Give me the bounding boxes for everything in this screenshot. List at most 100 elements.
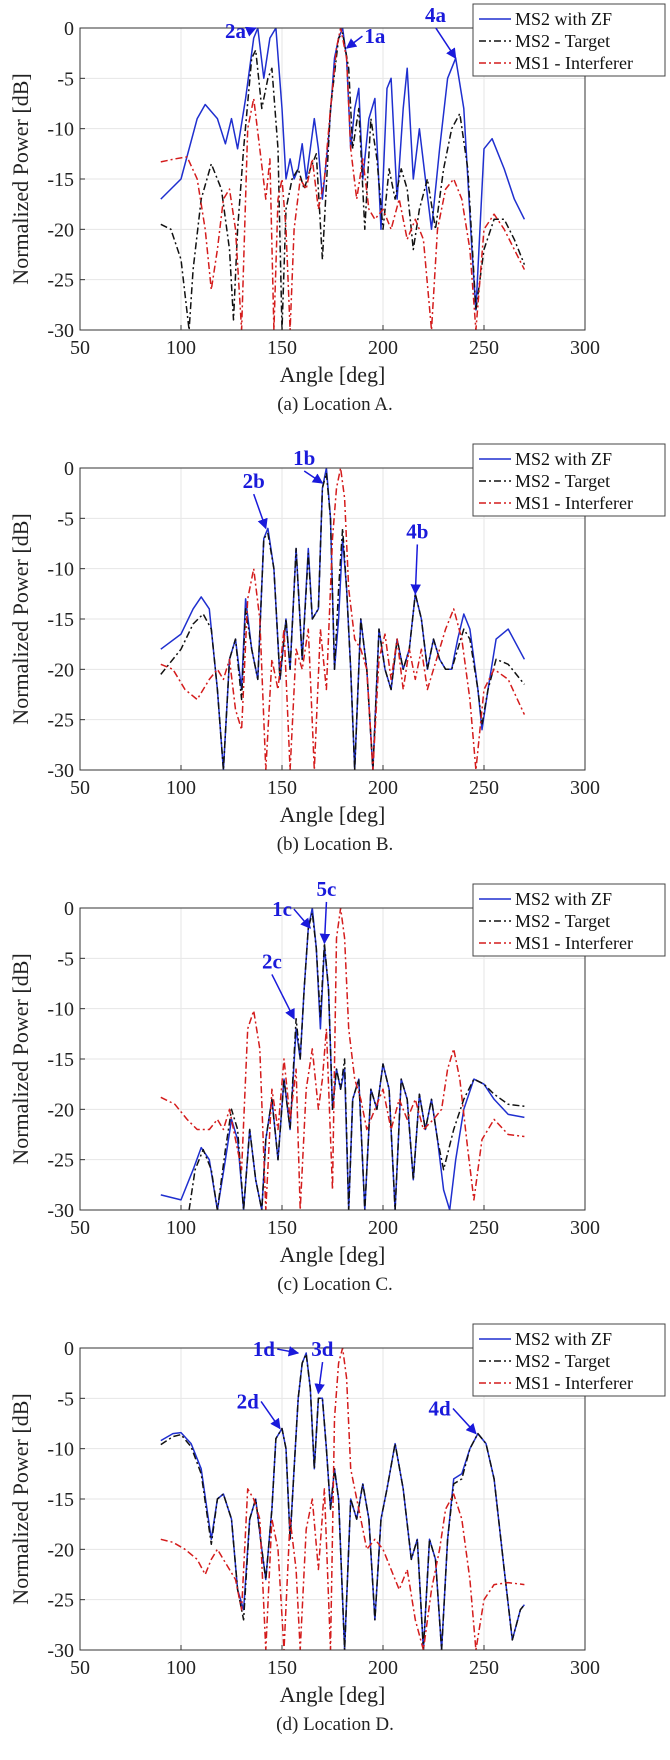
panel-a: 50 100 150 200 250 300 0 -5 -10 -15 -20 -25 -30 Angle… — [0, 0, 670, 440]
y-tick-label-b-6: -30 — [47, 760, 74, 782]
x-tick-label-c-0: 50 — [70, 1217, 90, 1239]
y-tick-label-d-6: -30 — [47, 1640, 74, 1662]
annotation-label-1d: 1d — [253, 1337, 276, 1361]
y-axis-label-b: Normalized Power [dB] — [8, 513, 33, 724]
x-axis-label-a: Angle [deg] — [280, 362, 386, 387]
x-tick-label-a-1: 100 — [166, 337, 196, 359]
x-tick-label-a-3: 200 — [368, 337, 398, 359]
annotation-label-2c: 2c — [262, 949, 282, 973]
series-group-b — [160, 468, 526, 770]
x-tick-label-b-1: 100 — [166, 777, 196, 799]
annotation-arrow-1a — [345, 35, 363, 49]
series-line-b-1 — [160, 472, 525, 770]
x-tick-label-c-5: 300 — [570, 1217, 600, 1239]
panel-d: 50 100 150 200 250 300 0 -5 -10 -15 -20 -25 -30 Angle… — [0, 1320, 670, 1760]
legend-label-b-0: MS2 with ZF — [515, 449, 612, 469]
panel-b: 50 100 150 200 250 300 0 -5 -10 -15 -20 -25 -30 Angle… — [0, 440, 670, 880]
annotation-arrow-2a — [244, 26, 257, 37]
annotation-label-1a: 1a — [364, 24, 386, 48]
series-line-d-1 — [160, 1353, 525, 1650]
annotation-arrow-1b — [303, 470, 324, 484]
y-tick-label-b-4: -20 — [47, 659, 74, 681]
legend-label-c-2: MS1 - Interferer — [515, 933, 633, 953]
annotation-arrow-4d — [452, 1407, 477, 1435]
annotation-label-1b: 1b — [293, 446, 315, 470]
legend-box-a — [472, 3, 666, 77]
x-tick-label-c-3: 200 — [368, 1217, 398, 1239]
x-tick-label-b-5: 300 — [570, 777, 600, 799]
series-line-b-2 — [160, 468, 526, 770]
legend-label-b-1: MS2 - Target — [515, 471, 610, 491]
y-tick-label-a-1: -5 — [57, 68, 74, 90]
series-group-d — [160, 1348, 525, 1650]
chart-b: 50 100 150 200 250 300 0 -5 -10 -15 -20 -25 -30 Angle… — [8, 443, 666, 855]
y-tick-label-c-3: -15 — [47, 1049, 74, 1071]
series-group-c — [160, 908, 525, 1210]
chart-a: 50 100 150 200 250 300 0 -5 -10 -15 -20 -25 -30 Angle… — [8, 3, 666, 415]
y-tick-label-b-2: -10 — [47, 559, 74, 581]
y-tick-label-a-0: 0 — [64, 18, 74, 40]
x-tick-label-b-2: 150 — [267, 777, 297, 799]
x-tick-label-d-5: 300 — [570, 1657, 600, 1679]
y-axis-label-a: Normalized Power [dB] — [8, 73, 33, 284]
x-tick-label-a-5: 300 — [570, 337, 600, 359]
x-tick-label-a-0: 50 — [70, 337, 90, 359]
annotation-label-2d: 2d — [237, 1389, 260, 1413]
y-axis-label-c: Normalized Power [dB] — [8, 953, 33, 1164]
x-tick-label-b-3: 200 — [368, 777, 398, 799]
legend-label-d-2: MS1 - Interferer — [515, 1373, 633, 1393]
series-line-a-2 — [160, 28, 526, 330]
y-axis-label-d: Normalized Power [dB] — [8, 1393, 33, 1604]
y-tick-label-c-4: -20 — [47, 1099, 74, 1121]
x-tick-label-a-4: 250 — [469, 337, 499, 359]
annotation-arrow-1c — [293, 908, 311, 929]
annotation-arrow-4a — [435, 27, 457, 60]
y-tick-label-a-3: -15 — [47, 169, 74, 191]
caption-b: (b) Location B. — [277, 834, 394, 855]
y-tick-label-c-5: -25 — [47, 1150, 74, 1172]
y-tick-label-a-5: -25 — [47, 270, 74, 292]
legend-label-d-1: MS2 - Target — [515, 1351, 610, 1371]
annotation-label-4d: 4d — [428, 1396, 451, 1420]
y-tick-label-d-0: 0 — [64, 1338, 74, 1360]
x-tick-label-d-0: 50 — [70, 1657, 90, 1679]
legend-label-d-0: MS2 with ZF — [515, 1329, 612, 1349]
x-tick-label-d-1: 100 — [166, 1657, 196, 1679]
legend-box-b — [472, 443, 666, 517]
x-tick-label-a-2: 150 — [267, 337, 297, 359]
y-tick-label-c-6: -30 — [47, 1200, 74, 1222]
y-tick-label-c-0: 0 — [64, 898, 74, 920]
x-tick-label-c-2: 150 — [267, 1217, 297, 1239]
x-tick-label-c-4: 250 — [469, 1217, 499, 1239]
annotation-label-3d: 3d — [311, 1337, 334, 1361]
y-tick-label-d-4: -20 — [47, 1539, 74, 1561]
x-axis-label-b: Angle [deg] — [280, 802, 386, 827]
legend-label-a-0: MS2 with ZF — [515, 9, 612, 29]
series-line-a-1 — [160, 32, 526, 330]
chart-c: 50 100 150 200 250 300 0 -5 -10 -15 -20 -25 -30 Angle… — [8, 880, 666, 1295]
x-tick-label-b-0: 50 — [70, 777, 90, 799]
y-tick-label-c-2: -10 — [47, 999, 74, 1021]
x-tick-label-d-3: 200 — [368, 1657, 398, 1679]
caption-c: (c) Location C. — [277, 1274, 393, 1295]
legend-box-d — [472, 1323, 666, 1397]
legend-box-c — [472, 883, 666, 957]
x-axis-label-d: Angle [deg] — [280, 1682, 386, 1707]
x-tick-label-d-4: 250 — [469, 1657, 499, 1679]
x-axis-label-c: Angle [deg] — [280, 1242, 386, 1267]
legend-label-c-0: MS2 with ZF — [515, 889, 612, 909]
y-tick-label-b-0: 0 — [64, 458, 74, 480]
annotation-arrow-5c — [319, 901, 331, 945]
annotation-arrow-4b — [410, 544, 421, 595]
legend-label-a-1: MS2 - Target — [515, 31, 610, 51]
panel-c: 50 100 150 200 250 300 0 -5 -10 -15 -20 -25 -30 Angle… — [0, 880, 670, 1320]
annotation-label-1c: 1c — [272, 897, 292, 921]
annotation-label-5c: 5c — [317, 880, 337, 901]
annotation-arrow-3d — [314, 1361, 325, 1395]
x-tick-label-d-2: 150 — [267, 1657, 297, 1679]
annotation-label-2b: 2b — [243, 469, 265, 493]
y-tick-label-b-5: -25 — [47, 710, 74, 732]
annotation-label-4a: 4a — [425, 3, 447, 27]
annotation-arrow-2c — [271, 974, 295, 1020]
